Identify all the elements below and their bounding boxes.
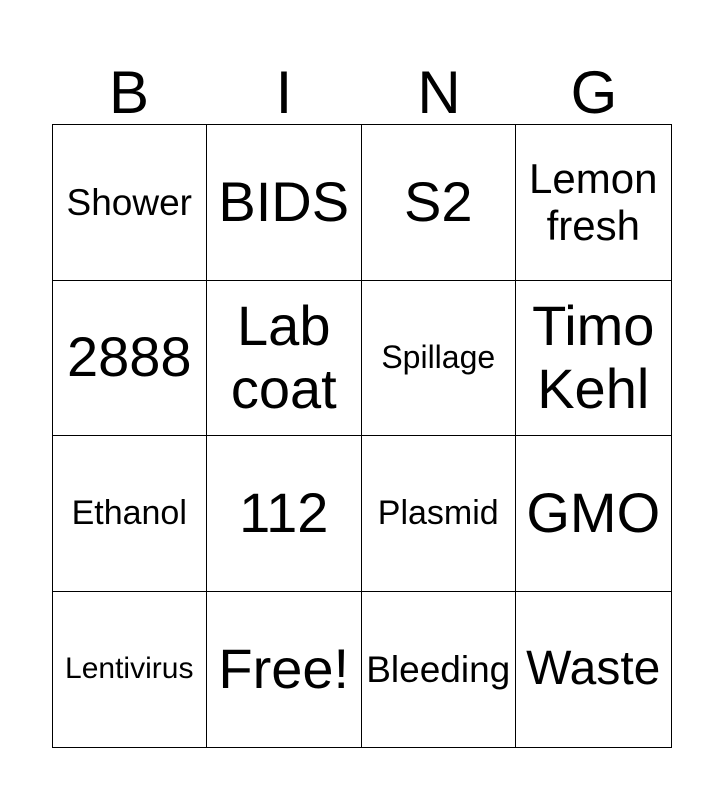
bingo-cell[interactable]: Spillage	[361, 280, 516, 436]
bingo-cell[interactable]: Lab coat	[207, 280, 362, 436]
bingo-cell[interactable]: Timo Kehl	[516, 280, 671, 436]
bingo-card: B I N G Shower BIDS S2 Lemon fresh 2888 …	[51, 0, 672, 748]
bingo-cell[interactable]: S2	[361, 125, 516, 281]
title-letter-n: N	[417, 59, 461, 126]
bingo-title: B I N G	[52, 0, 672, 124]
bingo-cell[interactable]: BIDS	[207, 125, 362, 281]
bingo-cell[interactable]: 112	[207, 436, 362, 592]
bingo-cell[interactable]: Shower	[52, 125, 207, 281]
bingo-cell[interactable]: GMO	[516, 436, 671, 592]
bingo-cell[interactable]: Plasmid	[361, 436, 516, 592]
bingo-cell[interactable]: Ethanol	[52, 436, 207, 592]
title-letter-i: I	[275, 59, 293, 126]
bingo-cell[interactable]: 2888	[52, 280, 207, 436]
title-letter-g: G	[570, 59, 618, 126]
title-letter-b: B	[108, 59, 150, 126]
bingo-cell[interactable]: Waste	[516, 591, 671, 747]
bingo-cell[interactable]: Lentivirus	[52, 591, 207, 747]
bingo-cell[interactable]: Bleeding	[361, 591, 516, 747]
bingo-cell-free-space[interactable]: Free!	[207, 591, 362, 747]
bingo-cell[interactable]: Lemon fresh	[516, 125, 671, 281]
bingo-grid: Shower BIDS S2 Lemon fresh 2888 Lab coat…	[51, 124, 672, 748]
